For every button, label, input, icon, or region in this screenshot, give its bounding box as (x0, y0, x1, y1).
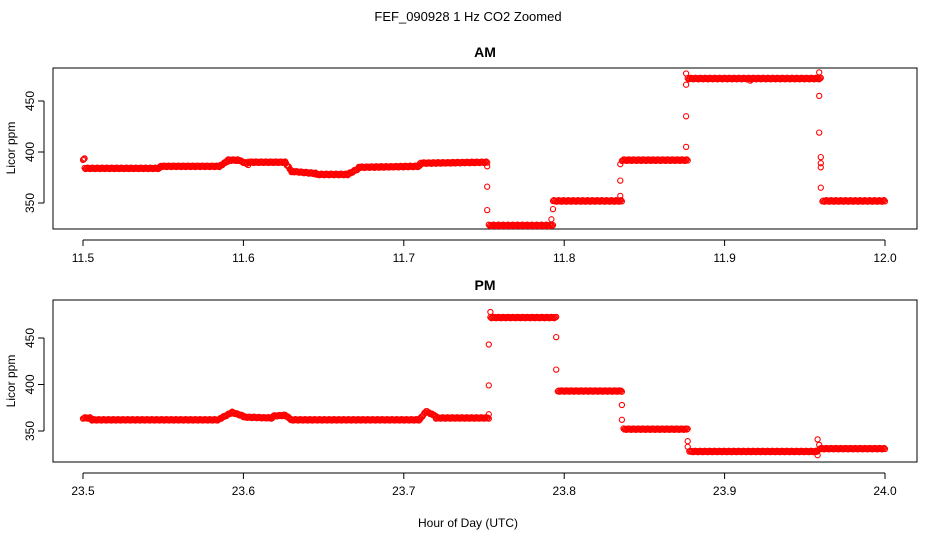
pm-transition-point (816, 441, 823, 449)
pm-x-tick-label: 23.7 (392, 484, 416, 498)
pm-data-point (618, 388, 626, 395)
am-x-tick-label: 11.7 (393, 251, 416, 265)
am-data-point (684, 157, 691, 164)
pm-data-point (617, 387, 625, 394)
pm-y-axis-label: Licor ppm (4, 355, 18, 408)
am-data-point (81, 155, 88, 162)
pm-transition-point (814, 452, 821, 459)
pm-data-point (484, 414, 491, 421)
pm-data-point (880, 444, 888, 452)
pm-data-point (553, 313, 560, 321)
am-data-point (80, 155, 87, 163)
x-axis-label: Hour of Day (UTC) (418, 516, 518, 530)
pm-transition-point (485, 341, 492, 348)
am-transition-point (617, 192, 624, 200)
am-data-point (617, 197, 625, 204)
am-transition-point (682, 113, 690, 120)
am-x-tick-label: 12.0 (873, 251, 897, 265)
am-transition-point (484, 206, 491, 214)
am-transition-point (484, 163, 491, 170)
pm-transition-point (553, 366, 560, 373)
am-transition-point (817, 153, 824, 161)
am-data-point (79, 156, 87, 164)
am-x-tick-label: 11.9 (713, 251, 736, 265)
pm-data-point (881, 445, 889, 453)
am-data-point (881, 198, 889, 205)
am-y-axis-label: Licor ppm (4, 122, 18, 175)
am-data-point (817, 74, 824, 81)
am-data-point (618, 198, 626, 205)
am-transition-point (817, 160, 824, 167)
am-data-point (880, 197, 888, 204)
am-plot-frame (52, 67, 918, 230)
am-transition-point (617, 177, 624, 184)
pm-data-point (684, 425, 691, 432)
am-transition-point (816, 69, 823, 76)
am-data-points (79, 69, 889, 230)
pm-data-point (683, 426, 690, 433)
pm-x-tick-label: 23.9 (713, 484, 737, 498)
am-data-point (549, 221, 557, 229)
am-transition-point (816, 129, 823, 136)
pm-y-tick-label: 450 (23, 328, 37, 348)
am-y-tick-label: 400 (23, 142, 37, 162)
am-transition-point (817, 184, 824, 191)
pm-x-tick-label: 23.8 (553, 484, 577, 498)
am-x-tick-label: 11.6 (232, 251, 255, 265)
am-transition-point (747, 77, 754, 84)
pm-transition-point (618, 401, 626, 409)
pm-transition-point (814, 436, 821, 443)
pm-transition-point (487, 308, 494, 316)
am-x-tick-label: 11.8 (553, 251, 576, 265)
am-transition-point (682, 70, 690, 77)
pm-transition-point (684, 443, 691, 450)
pm-x-tick-label: 23.6 (232, 484, 256, 498)
pm-transition-point (485, 411, 492, 418)
am-transition-point (682, 143, 690, 151)
am-transition-point (816, 92, 823, 100)
am-data-point (816, 75, 824, 82)
am-transition-point (549, 205, 557, 213)
pm-x-tick-label: 24.0 (873, 484, 897, 498)
am-transition-point (682, 81, 690, 88)
am-y-tick-label: 350 (23, 193, 37, 213)
pm-transition-point (684, 438, 691, 445)
am-data-point (683, 156, 690, 163)
pm-data-point (485, 415, 492, 422)
am-transition-point (484, 183, 491, 190)
am-transition-point (617, 161, 624, 168)
pm-x-tick-label: 23.5 (71, 484, 95, 498)
am-panel-title: AM (474, 44, 496, 60)
pm-panel: PM Licor ppm 23.5 23.6 23.7 23.8 23.9 24.0 350… (4, 277, 918, 498)
pm-panel-title: PM (475, 277, 496, 293)
pm-plot-frame (52, 299, 918, 463)
am-data-point (484, 159, 491, 166)
pm-y-tick-label: 400 (23, 374, 37, 394)
pm-y-tick-label: 350 (23, 421, 37, 441)
am-x-tick-label: 11.5 (72, 251, 95, 265)
figure-title: FEF_090928 1 Hz CO2 Zoomed (374, 9, 561, 24)
am-y-tick-label: 450 (23, 91, 37, 111)
pm-transition-point (618, 416, 626, 423)
am-transition-point (548, 216, 555, 223)
pm-data-points (79, 308, 889, 459)
pm-transition-point (485, 382, 492, 389)
am-panel: AM Licor ppm 11.5 11.6 11.7 11.8 11.9 12.0 350… (4, 44, 918, 265)
pm-transition-point (553, 333, 560, 341)
am-transition-point (817, 164, 824, 171)
